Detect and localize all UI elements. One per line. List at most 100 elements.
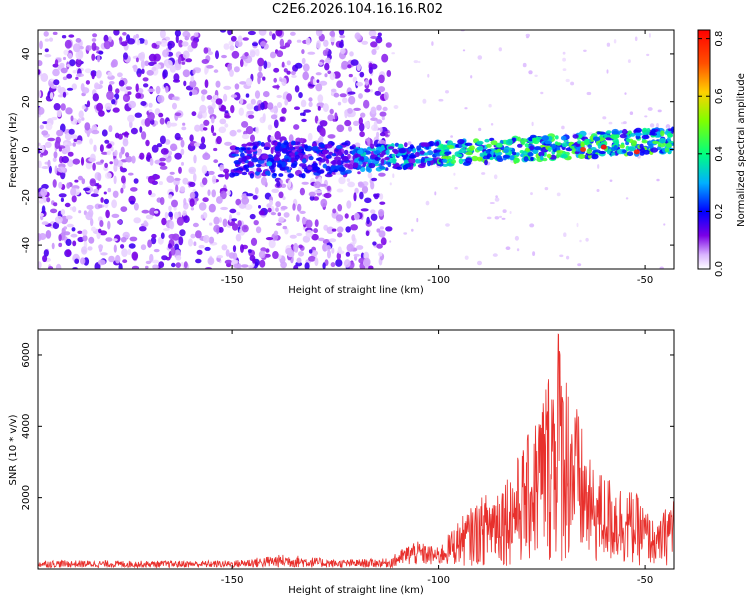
heatmap-cell: [434, 191, 437, 196]
heatmap-cell: [252, 42, 258, 47]
heatmap-cell: [420, 142, 428, 147]
heatmap-cell: [290, 250, 295, 258]
heatmap-cell: [47, 159, 51, 168]
heatmap-cell: [505, 246, 511, 250]
heatmap-cell: [481, 172, 486, 175]
heatmap-cell: [216, 136, 222, 145]
heatmap-cell: [596, 189, 600, 192]
y-tick-label: 0: [21, 146, 32, 152]
spectrogram-x-label: Height of straight line (km): [288, 285, 424, 296]
heatmap-cell: [159, 30, 166, 39]
heatmap-cell: [314, 189, 323, 194]
heatmap-cell: [103, 198, 109, 205]
heatmap-cell: [294, 106, 300, 110]
heatmap-cell: [258, 30, 267, 36]
heatmap-cell: [496, 157, 504, 162]
heatmap-cell: [360, 112, 366, 118]
heatmap-cell: [158, 162, 166, 167]
heatmap-cell: [50, 208, 58, 214]
heatmap-cell: [159, 157, 166, 162]
heatmap-cell: [470, 75, 473, 79]
heatmap-cell: [313, 228, 318, 234]
heatmap-cell: [464, 142, 473, 146]
heatmap-cell: [224, 115, 231, 119]
heatmap-cell: [275, 151, 281, 158]
heatmap-cell: [137, 73, 142, 78]
heatmap-cell: [113, 175, 117, 185]
heatmap-cell: [379, 193, 384, 200]
heatmap-cell: [230, 94, 238, 98]
heatmap-cell: [591, 153, 599, 160]
heatmap-cell: [180, 139, 185, 148]
heatmap-cell: [328, 238, 337, 243]
heatmap-cell: [201, 94, 206, 102]
heatmap-cell: [465, 157, 473, 164]
heatmap-cell: [203, 119, 210, 126]
heatmap-cell: [670, 126, 674, 133]
heatmap-cell: [176, 216, 184, 226]
heatmap-cell: [299, 210, 306, 214]
heatmap-cell: [295, 154, 300, 160]
heatmap-cell: [223, 85, 232, 90]
heatmap-cell: [598, 131, 606, 135]
heatmap-cell: [162, 49, 169, 58]
heatmap-cell: [438, 98, 444, 102]
heatmap-cell: [629, 111, 634, 115]
heatmap-cell: [273, 77, 278, 83]
heatmap-cell: [403, 232, 408, 235]
heatmap-cell: [289, 152, 295, 157]
heatmap-cell: [41, 183, 49, 190]
heatmap-cell: [223, 93, 228, 102]
heatmap-cell: [249, 50, 256, 58]
heatmap-cell: [263, 146, 270, 150]
heatmap-cell: [54, 59, 59, 67]
heatmap-cell: [338, 176, 346, 185]
heatmap-cell: [111, 99, 116, 105]
heatmap-cell: [257, 57, 265, 67]
heatmap-cell: [224, 141, 232, 146]
heatmap-cell: [100, 197, 104, 203]
heatmap-cell: [305, 219, 313, 229]
heatmap-cell: [89, 138, 93, 145]
heatmap-cell: [493, 174, 498, 180]
heatmap-cell: [98, 228, 102, 234]
heatmap-cell: [144, 39, 148, 46]
heatmap-cell: [168, 194, 173, 199]
heatmap-cell: [296, 214, 300, 223]
heatmap-cell: [127, 91, 132, 95]
heatmap-cell: [206, 95, 213, 100]
heatmap-cell: [611, 128, 620, 135]
heatmap-cell: [392, 173, 395, 178]
heatmap-cell: [227, 63, 233, 72]
heatmap-cell: [342, 97, 348, 104]
heatmap-cell: [394, 142, 400, 147]
heatmap-cell: [252, 195, 258, 200]
heatmap-cell: [330, 262, 336, 268]
heatmap-cell: [65, 238, 72, 246]
heatmap-cell: [125, 155, 133, 163]
heatmap-cell: [652, 140, 659, 145]
heatmap-cell: [516, 248, 520, 252]
heatmap-cell: [320, 198, 328, 208]
heatmap-cell: [107, 71, 113, 77]
heatmap-cell: [246, 149, 252, 155]
heatmap-cell: [538, 151, 545, 157]
heatmap-cell: [160, 148, 169, 155]
heatmap-cell: [97, 172, 102, 182]
heatmap-cell: [40, 73, 49, 82]
heatmap-cell: [253, 220, 259, 226]
heatmap-cell: [316, 40, 321, 49]
heatmap-cell: [357, 171, 361, 175]
heatmap-cell: [307, 132, 313, 141]
heatmap-cell: [606, 42, 611, 47]
heatmap-cell: [337, 101, 342, 106]
heatmap-cell: [93, 144, 97, 152]
heatmap-cell: [130, 187, 138, 192]
snr-panel: -150 -100 -50 2000 4000 6000 Height of strai…: [8, 329, 675, 596]
heatmap-cell: [288, 134, 294, 143]
heatmap-cell: [135, 57, 139, 63]
heatmap-cell: [378, 251, 383, 257]
heatmap-cell: [574, 145, 582, 152]
heatmap-cell: [148, 61, 155, 66]
heatmap-cell: [322, 49, 328, 56]
